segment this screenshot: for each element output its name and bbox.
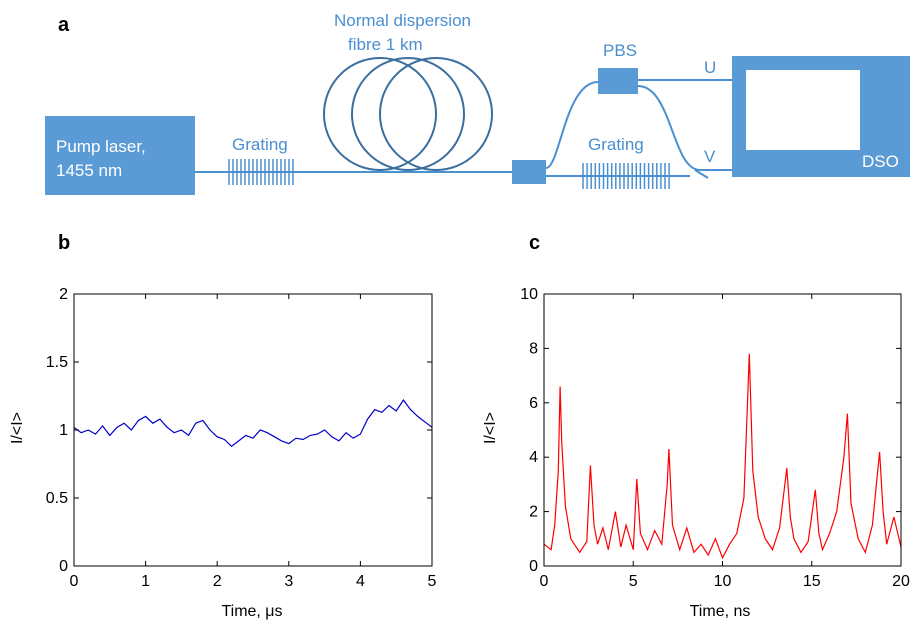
chart-c-xtick-label: 20 (892, 573, 910, 590)
chart-c-ytick-label: 6 (529, 395, 538, 412)
chart-b-xtick-label: 0 (70, 573, 79, 590)
dso-screen (746, 70, 860, 150)
chart-b-ytick-label: 1.5 (46, 354, 68, 371)
chart-c-xlabel: Time, ns (690, 603, 751, 620)
chart-c-axes-box (543, 293, 902, 567)
fibre-branch-upper (545, 81, 599, 169)
fibre-label-line1: Normal dispersion (334, 11, 471, 30)
panel-label-a: a (58, 14, 70, 36)
fibre-end-angle (694, 169, 709, 179)
chart-b-ytick-label: 2 (59, 286, 68, 303)
chart-b-axes-box (73, 293, 433, 567)
chart-b: 0 1 2 3 4 5 0 0.5 1 1.5 2 Time, μs I/<I> (9, 286, 437, 620)
port-u-label: U (704, 58, 716, 77)
grating-2-label: Grating (588, 135, 644, 154)
chart-b-xtick-label: 4 (356, 573, 365, 590)
chart-c-ytick-label: 2 (529, 504, 538, 521)
chart-b-xtick-label: 5 (428, 573, 437, 590)
fibre-label-line2: fibre 1 km (348, 35, 423, 54)
coupler-box (512, 160, 546, 184)
chart-b-xtick-label: 2 (213, 573, 222, 590)
chart-b-xtick-label: 3 (284, 573, 293, 590)
pbs-label: PBS (603, 41, 637, 60)
chart-c: 0 5 10 15 20 0 2 4 6 8 10 Time, ns I/<I> (482, 286, 910, 620)
chart-c-ytick-label: 10 (520, 286, 538, 303)
chart-c-xtick-label: 5 (629, 573, 638, 590)
chart-b-xlabel: Time, μs (221, 603, 282, 620)
chart-b-ytick-label: 0.5 (46, 490, 68, 507)
port-v-label: V (704, 147, 716, 166)
grating-1-icon (228, 159, 294, 185)
grating-1-label: Grating (232, 135, 288, 154)
grating-2-icon (582, 163, 670, 189)
dso-label: DSO (862, 152, 899, 171)
chart-c-xtick-label: 15 (803, 573, 821, 590)
pump-laser-box (45, 116, 195, 195)
pump-laser-label-line2: 1455 nm (56, 161, 122, 180)
pump-laser-label-line1: Pump laser, (56, 137, 146, 156)
chart-c-xtick-label: 10 (714, 573, 732, 590)
pbs-box (598, 68, 638, 94)
panel-label-b: b (58, 232, 71, 254)
chart-c-ytick-label: 4 (529, 449, 538, 466)
chart-c-ytick-label: 0 (529, 558, 538, 575)
setup-schematic: Pump laser, 1455 nm Grating Normal dispe… (45, 11, 910, 195)
fibre-output-v (637, 85, 732, 171)
fibre-coil-icon (323, 57, 493, 171)
chart-b-ytick-label: 0 (59, 558, 68, 575)
chart-b-xtick-label: 1 (141, 573, 150, 590)
chart-c-ytick-label: 8 (529, 340, 538, 357)
panel-label-c: c (529, 232, 541, 254)
chart-c-xtick-label: 0 (540, 573, 549, 590)
chart-b-ytick-label: 1 (59, 422, 68, 439)
chart-b-series-line-0 (73, 399, 433, 448)
chart-c-series-line-0 (543, 353, 902, 560)
chart-b-ylabel: I/<I> (9, 412, 26, 444)
chart-c-ylabel: I/<I> (482, 412, 499, 444)
